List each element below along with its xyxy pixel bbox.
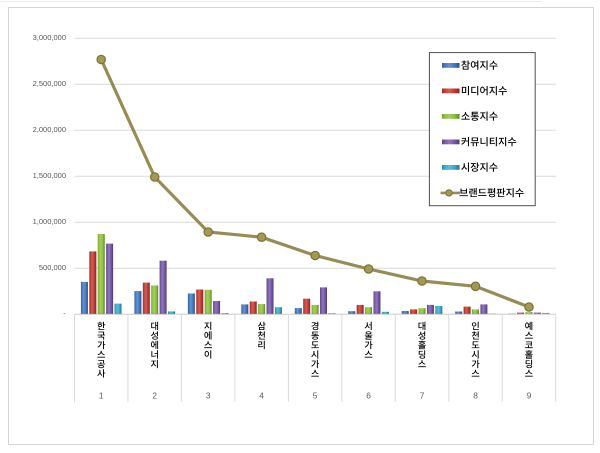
svg-text:500,000: 500,000: [39, 263, 66, 272]
svg-text:1: 1: [99, 391, 104, 401]
svg-text:1,500,000: 1,500,000: [33, 171, 66, 180]
svg-text:6: 6: [366, 391, 371, 401]
svg-text:9: 9: [527, 391, 532, 401]
svg-text:2: 2: [152, 391, 157, 401]
svg-text:1,000,000: 1,000,000: [33, 217, 66, 226]
svg-text:3,000,000: 3,000,000: [33, 33, 66, 42]
svg-text:-: -: [63, 309, 66, 318]
svg-text:2,500,000: 2,500,000: [33, 79, 66, 88]
svg-text:5: 5: [313, 391, 318, 401]
svg-text:7: 7: [420, 391, 425, 401]
svg-text:3: 3: [206, 391, 211, 401]
svg-text:8: 8: [473, 391, 478, 401]
svg-text:4: 4: [259, 391, 264, 401]
svg-text:2,000,000: 2,000,000: [33, 125, 66, 134]
